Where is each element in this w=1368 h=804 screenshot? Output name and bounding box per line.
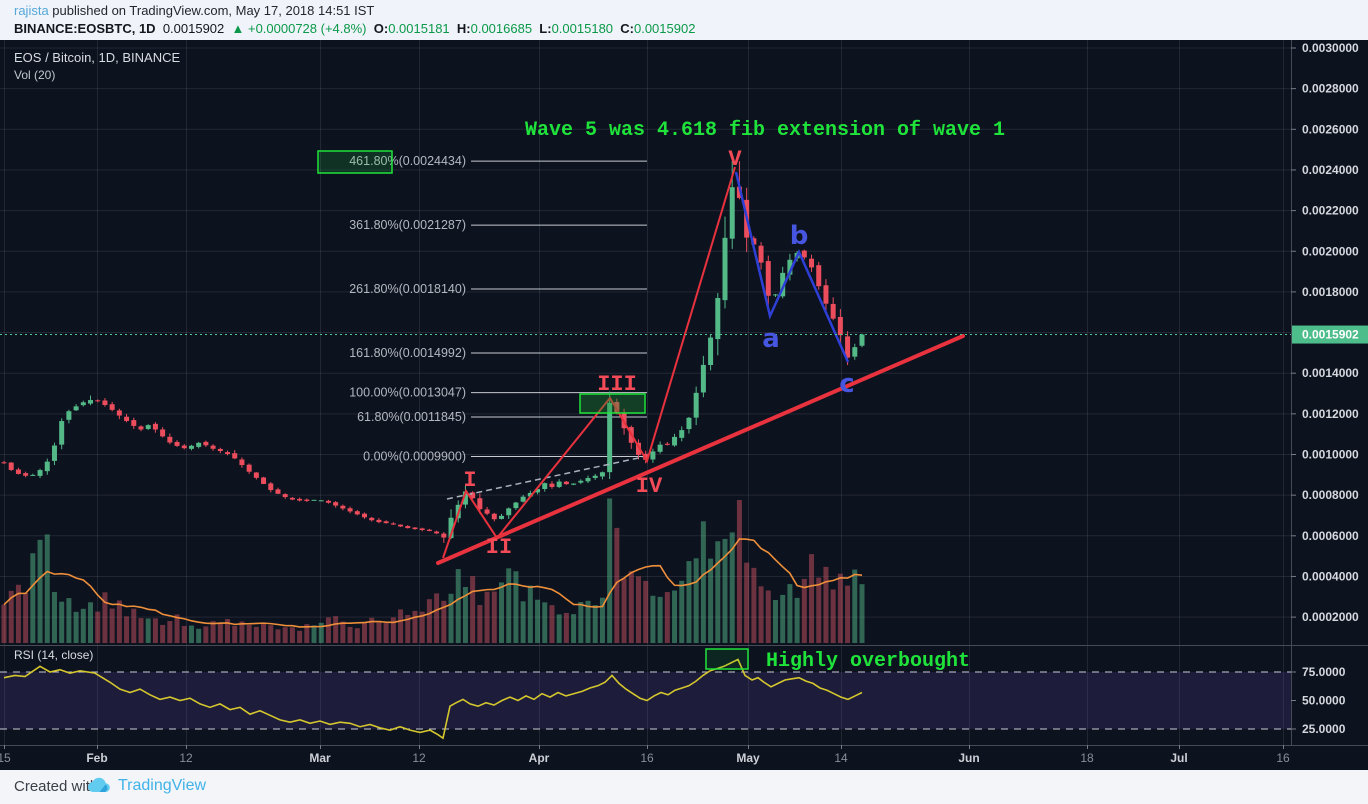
price-axis-label: 0.0010000 xyxy=(1302,448,1359,462)
created-with-label: Created with xyxy=(14,778,99,795)
fib-retracement: 461.80%(0.0024434) 361.80%(0.0021287) 261.… xyxy=(349,154,647,464)
time-axis-label: 12 xyxy=(179,751,193,765)
current-price-chip: 0.0015902 xyxy=(1292,325,1368,344)
chart-canvas[interactable]: 461.80%(0.0024434) 361.80%(0.0021287) 261.… xyxy=(0,40,1368,770)
price-axis-label: 0.0028000 xyxy=(1302,82,1359,96)
time-axis-label: Mar xyxy=(309,751,331,765)
time-axis-label: Jul xyxy=(1170,751,1187,765)
price-axis-label: 0.0006000 xyxy=(1302,529,1359,543)
fib-level-label: 261.80%(0.0018140) xyxy=(349,282,466,296)
time-axis-label: Apr xyxy=(529,751,550,765)
time-axis-label: Jun xyxy=(958,751,979,765)
symbol-ohlc-bar: BINANCE:EOSBTC, 1D 0.0015902 ▲ +0.000072… xyxy=(14,21,695,36)
open-label: O: xyxy=(373,21,389,36)
low-value: 0.0015180 xyxy=(551,21,614,36)
chart-area[interactable]: 461.80%(0.0024434) 361.80%(0.0021287) 261.… xyxy=(0,40,1368,770)
price-axis-label: 0.0020000 xyxy=(1302,244,1359,258)
fib-level-label: 361.80%(0.0021287) xyxy=(349,218,466,232)
price-change: ▲ +0.0000728 (+4.8%) xyxy=(231,21,367,36)
fib-level-label: 61.80%(0.0011845) xyxy=(357,410,466,424)
price-axis-label: 0.0018000 xyxy=(1302,285,1359,299)
publish-bar: rajista published on TradingView.com, Ma… xyxy=(0,0,1368,41)
fib-level-label: 461.80%(0.0024434) xyxy=(349,154,466,168)
rsi-axis-label: 75.0000 xyxy=(1302,665,1346,679)
time-axis-label: 14 xyxy=(834,751,848,765)
grid-lines xyxy=(0,40,1291,745)
high-label: H: xyxy=(456,21,471,36)
support-trendline xyxy=(436,334,965,565)
correction-label-a: a xyxy=(762,324,780,354)
footer-bar: Created with TradingView xyxy=(0,770,1368,804)
wave-label-V: V xyxy=(728,147,742,172)
abc-correction-zigzag xyxy=(734,171,850,363)
tradingview-cloud-icon xyxy=(86,776,112,801)
wave-label-I: I xyxy=(463,468,476,493)
price-axis-label: 0.0022000 xyxy=(1302,204,1359,218)
price-axis-label: 0.0012000 xyxy=(1302,407,1359,421)
high-value: 0.0016685 xyxy=(470,21,533,36)
price-axis-label: 0.0008000 xyxy=(1302,488,1359,502)
current-price-label: 0.0015902 xyxy=(1302,328,1359,342)
wave-label-III: III xyxy=(597,372,637,397)
annotation-text: Highly overbought xyxy=(766,650,970,673)
price-axis-label: 0.0024000 xyxy=(1302,163,1359,177)
rsi-axis-label: 25.0000 xyxy=(1302,722,1346,736)
highlight-box xyxy=(317,150,393,174)
publish-text: published on TradingView.com, May 17, 20… xyxy=(48,3,375,18)
rsi-line xyxy=(3,658,863,740)
wave-label-II: II xyxy=(486,535,512,560)
time-axis-label: 18 xyxy=(1080,751,1094,765)
volume-bars xyxy=(1,498,865,643)
price-axis[interactable]: 0.0030000 0.0028000 0.0026000 0.0024000 0.00… xyxy=(1291,41,1359,736)
price-axis-label: 0.0026000 xyxy=(1302,122,1359,136)
price-axis-label: 0.0002000 xyxy=(1302,610,1359,624)
fib-level-label: 0.00%(0.0009900) xyxy=(363,450,466,464)
time-axis-label: 16 xyxy=(1276,751,1290,765)
close-label: C: xyxy=(620,21,634,36)
time-axis-label: May xyxy=(736,751,760,765)
correction-label-b: b xyxy=(790,221,809,251)
tradingview-link[interactable]: TradingView xyxy=(118,777,207,794)
correction-label-c: c xyxy=(839,369,854,399)
time-axis-label: 12 xyxy=(412,751,426,765)
highlight-box xyxy=(579,393,646,414)
fib-level-label: 161.80%(0.0014992) xyxy=(349,346,466,360)
symbol-label: BINANCE:EOSBTC, 1D xyxy=(14,21,156,36)
time-axis-label: Feb xyxy=(86,751,107,765)
last-price: 0.0015902 xyxy=(162,21,225,36)
time-axis-label: 15 xyxy=(0,751,11,765)
time-axis-label: 16 xyxy=(640,751,654,765)
highlight-box xyxy=(705,648,749,670)
price-axis-label: 0.0014000 xyxy=(1302,366,1359,380)
low-label: L: xyxy=(539,21,552,36)
wave-label-IV: IV xyxy=(636,474,663,499)
elliott-wave-red-zigzag xyxy=(442,166,736,559)
rsi-axis-label: 50.0000 xyxy=(1302,694,1346,708)
volume-ma-line xyxy=(3,538,863,628)
author-link[interactable]: rajista xyxy=(14,3,49,18)
publish-line: rajista published on TradingView.com, Ma… xyxy=(14,3,374,18)
price-axis-label: 0.0004000 xyxy=(1302,569,1359,583)
annotation-text: Wave 5 was 4.618 fib extension of wave 1 xyxy=(525,119,1005,142)
time-axis[interactable]: 15 Feb 12 Mar 12 Apr 16 May 14 Jun 18 Jul 16 xyxy=(0,745,1290,765)
fib-level-label: 100.00%(0.0013047) xyxy=(349,386,466,400)
open-value: 0.0015181 xyxy=(388,21,450,36)
close-value: 0.0015902 xyxy=(633,21,696,36)
price-axis-label: 0.0030000 xyxy=(1302,41,1359,55)
